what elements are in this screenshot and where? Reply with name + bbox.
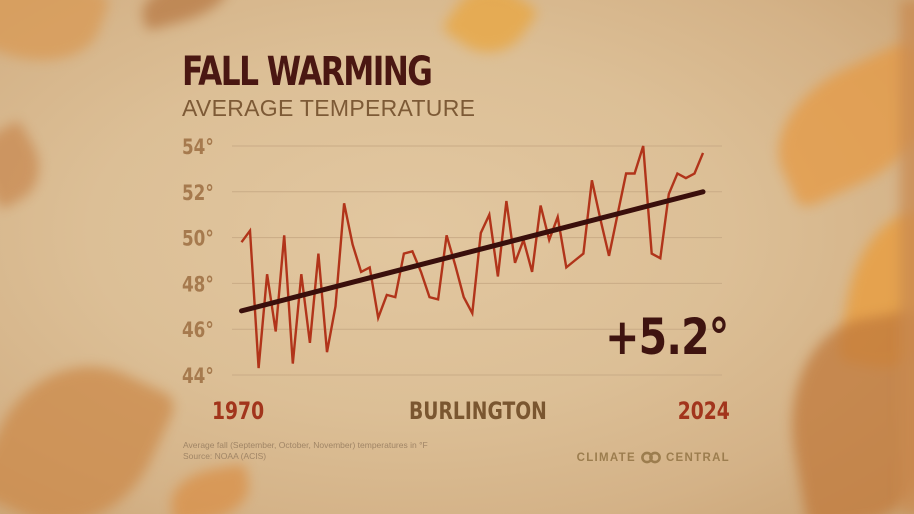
trend-line xyxy=(239,189,706,314)
brand-right-text: CENTRAL xyxy=(665,451,730,464)
y-tick-label: 50° xyxy=(182,227,214,251)
chart-subtitle: AVERAGE TEMPERATURE xyxy=(182,95,476,121)
gridlines xyxy=(232,145,722,376)
y-tick-label: 44° xyxy=(182,364,214,388)
y-tick-label: 54° xyxy=(182,135,214,159)
footnote-description: Average fall (September, October, Novemb… xyxy=(183,440,428,450)
temperature-series-line xyxy=(240,145,705,369)
chart-title: FALL WARMING xyxy=(182,49,433,95)
temperature-change-callout: +5.2° xyxy=(604,308,729,366)
y-tick-label: 46° xyxy=(182,318,214,342)
footnote-source: Source: NOAA (ACIS) xyxy=(183,451,267,461)
linked-circles-icon xyxy=(641,451,661,464)
climate-central-logo: CLIMATE CENTRAL xyxy=(577,451,730,464)
x-axis-end-year: 2024 xyxy=(677,397,730,425)
x-axis-start-year: 1970 xyxy=(212,397,265,425)
brand-left-text: CLIMATE xyxy=(576,451,636,464)
y-axis-labels: 44° 46° 48° 50° 52° 54° xyxy=(182,135,214,388)
footnote: Average fall (September, October, Novemb… xyxy=(183,440,428,462)
y-tick-label: 52° xyxy=(182,181,214,205)
y-tick-label: 48° xyxy=(182,273,214,297)
leaf-decoration xyxy=(900,0,914,514)
location-label: BURLINGTON xyxy=(409,397,547,425)
